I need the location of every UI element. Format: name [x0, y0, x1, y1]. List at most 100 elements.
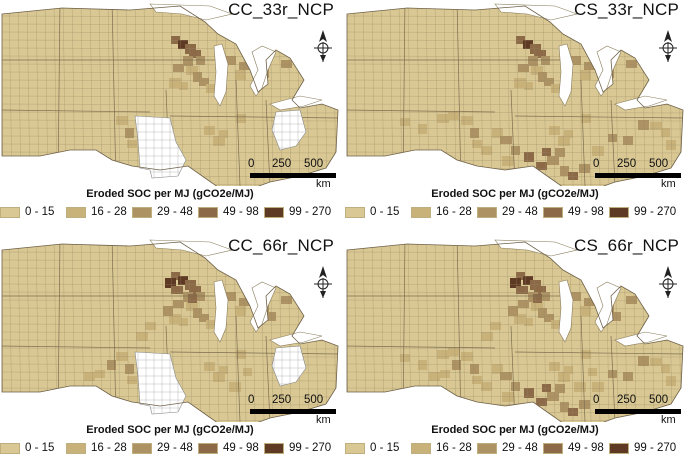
scale-tick-label: 500: [304, 394, 324, 406]
legend-item: 49 - 98: [198, 441, 259, 455]
scale-tick-label: 500: [649, 158, 669, 170]
scale-bar: 0 250 500 km: [593, 394, 685, 428]
legend-item: 16 - 28: [66, 441, 127, 455]
legend-label: 99 - 270: [289, 206, 332, 218]
legend-swatch: [198, 206, 218, 218]
scale-tick-label: 0: [248, 394, 255, 406]
map-panel-3: CC_66r_NCP 0 250 500 km Eroded SOC per MJ (g…: [0, 236, 340, 471]
north-arrow-icon: [314, 30, 332, 62]
scale-bar-line: [250, 409, 336, 414]
legend-label: 99 - 270: [289, 442, 332, 454]
legend-swatch: [477, 442, 497, 454]
legend-item: 49 - 98: [543, 441, 604, 455]
legend-swatch: [543, 206, 563, 218]
choropleth-map: [346, 239, 684, 422]
legend-label: 0 - 15: [370, 206, 400, 218]
legend-label: 0 - 15: [25, 442, 55, 454]
legend-swatch: [132, 442, 152, 454]
legend-swatch: [0, 206, 20, 218]
legend-label: 0 - 15: [370, 442, 400, 454]
north-arrow-icon: [314, 266, 332, 298]
legend-swatch: [345, 206, 365, 218]
panel-title: CC_66r_NCP: [228, 236, 334, 255]
legend: 0 - 15 16 - 28 29 - 48 49 - 98 99 - 270: [0, 441, 340, 457]
legend-label: 99 - 270: [634, 442, 677, 454]
scale-bar: 0 250 500 km: [593, 158, 685, 192]
legend-item: 29 - 48: [132, 205, 193, 219]
legend-label: 16 - 28: [91, 206, 127, 218]
legend-swatch: [609, 206, 629, 218]
legend-item: 99 - 270: [264, 205, 331, 219]
legend-swatch: [198, 442, 218, 454]
scale-bar: 0 250 500 km: [248, 394, 340, 428]
map-panel-4: CS_66r_NCP 0 250 500 km Eroded SOC per MJ (g…: [345, 236, 685, 471]
legend-label: 49 - 98: [568, 442, 604, 454]
panel-title: CS_33r_NCP: [574, 0, 679, 19]
legend-item: 29 - 48: [132, 441, 193, 455]
panel-title: CS_66r_NCP: [574, 236, 679, 255]
scale-tick-label: 250: [617, 158, 637, 170]
legend-title: Eroded SOC per MJ (gCO2e/MJ): [86, 424, 254, 436]
legend-label: 0 - 15: [25, 206, 55, 218]
legend-swatch: [609, 442, 629, 454]
legend-label: 29 - 48: [502, 206, 538, 218]
scale-tick-label: 0: [248, 158, 255, 170]
legend-item: 99 - 270: [264, 441, 331, 455]
legend-label: 49 - 98: [223, 206, 259, 218]
legend-label: 16 - 28: [91, 442, 127, 454]
legend-swatch: [264, 206, 284, 218]
scale-bar-line: [595, 409, 681, 414]
legend-item: 16 - 28: [411, 205, 472, 219]
legend-item: 29 - 48: [477, 205, 538, 219]
legend-label: 16 - 28: [436, 206, 472, 218]
legend-label: 49 - 98: [568, 206, 604, 218]
legend-item: 16 - 28: [66, 205, 127, 219]
legend-item: 99 - 270: [609, 205, 676, 219]
legend-label: 29 - 48: [157, 442, 193, 454]
legend-swatch: [411, 206, 431, 218]
scale-tick-label: 500: [649, 394, 669, 406]
north-arrow-icon: [659, 30, 677, 62]
scale-tick-label: 500: [304, 158, 324, 170]
legend-item: 49 - 98: [543, 205, 604, 219]
legend-swatch: [345, 442, 365, 454]
legend-swatch: [264, 442, 284, 454]
legend: 0 - 15 16 - 28 29 - 48 49 - 98 99 - 270: [345, 441, 685, 457]
legend: 0 - 15 16 - 28 29 - 48 49 - 98 99 - 270: [345, 205, 685, 221]
scale-bar-line: [595, 173, 681, 178]
map-panel-2: CS_33r_NCP 0 250 500 km Eroded SOC per MJ (g…: [345, 0, 685, 235]
legend-label: 29 - 48: [502, 442, 538, 454]
legend-title: Eroded SOC per MJ (gCO2e/MJ): [431, 188, 599, 200]
legend-label: 29 - 48: [157, 206, 193, 218]
legend-title: Eroded SOC per MJ (gCO2e/MJ): [86, 188, 254, 200]
legend-item: 99 - 270: [609, 441, 676, 455]
legend-swatch: [66, 206, 86, 218]
legend-item: 0 - 15: [0, 441, 54, 455]
legend-title: Eroded SOC per MJ (gCO2e/MJ): [431, 424, 599, 436]
legend-swatch: [0, 442, 20, 454]
legend-swatch: [411, 442, 431, 454]
scale-tick-label: 0: [593, 158, 600, 170]
legend-label: 49 - 98: [223, 442, 259, 454]
legend-swatch: [477, 206, 497, 218]
legend-swatch: [132, 206, 152, 218]
legend-item: 16 - 28: [411, 441, 472, 455]
legend-item: 0 - 15: [0, 205, 54, 219]
legend: 0 - 15 16 - 28 29 - 48 49 - 98 99 - 270: [0, 205, 340, 221]
legend-swatch: [543, 442, 563, 454]
legend-item: 0 - 15: [345, 205, 399, 219]
map-panel-1: CC_33r_NCP 0 250 500 km Eroded SOC per MJ (g…: [0, 0, 340, 235]
north-arrow-icon: [659, 266, 677, 298]
legend-item: 49 - 98: [198, 205, 259, 219]
choropleth-map: [346, 3, 684, 186]
legend-swatch: [66, 442, 86, 454]
scale-tick-label: 0: [593, 394, 600, 406]
legend-item: 29 - 48: [477, 441, 538, 455]
choropleth-map: [1, 239, 339, 422]
panel-title: CC_33r_NCP: [228, 0, 334, 19]
scale-unit: km: [316, 414, 331, 426]
scale-unit: km: [661, 414, 676, 426]
scale-bar: 0 250 500 km: [248, 158, 340, 192]
scale-unit: km: [661, 178, 676, 190]
legend-item: 0 - 15: [345, 441, 399, 455]
